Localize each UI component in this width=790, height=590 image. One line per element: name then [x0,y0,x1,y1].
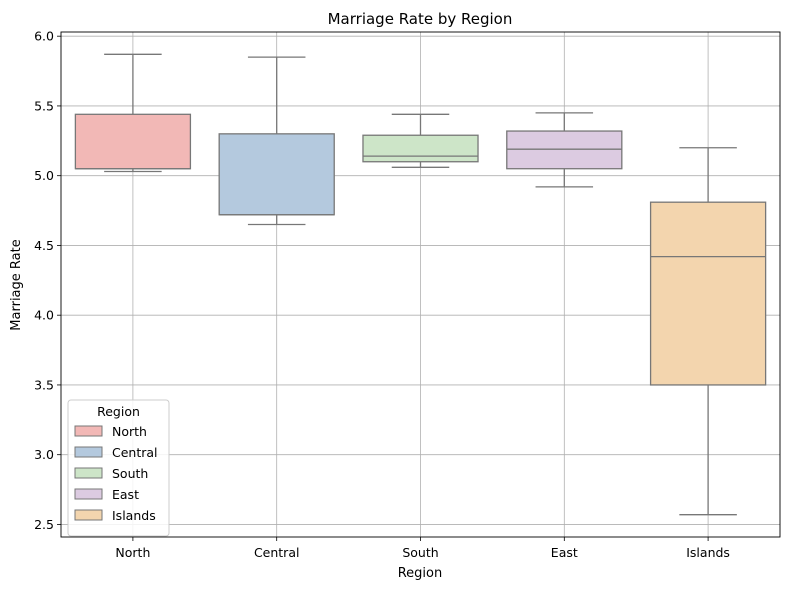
y-tick-label: 5.0 [34,168,54,183]
legend-label: Central [112,445,158,460]
y-tick-label: 3.5 [34,377,54,392]
legend-swatch [74,488,103,500]
y-tick-label: 5.5 [34,98,54,113]
box-body [649,201,767,386]
legend: Region North Central South East Islands [67,399,170,537]
y-tick-label: 3.0 [34,447,54,462]
legend-swatch [74,446,103,458]
boxes-layer [74,53,767,516]
legend-label: East [112,487,139,502]
x-tick-label: North [115,545,150,560]
x-tick-label: Islands [686,545,730,560]
legend-swatch [74,467,103,479]
legend-label: South [112,466,148,481]
box-body [362,134,479,163]
legend-label: Islands [112,508,156,523]
box-body [74,113,192,170]
box-east [506,112,623,188]
legend-title: Region [97,404,140,419]
y-tick-label: 2.5 [34,517,54,532]
y-tick-label: 4.0 [34,308,54,323]
legend-label: North [112,424,147,439]
y-axis-label: Marriage Rate [9,239,24,330]
x-tick-label: Central [254,545,300,560]
legend-swatch [74,425,103,437]
box-central [218,56,335,226]
x-axis-label: Region [398,566,443,581]
plot-frame [60,31,781,538]
y-tick-label: 6.0 [34,29,54,44]
box-body [218,133,335,216]
y-tick-label: 4.5 [34,238,54,253]
chart-title: Marriage Rate by Region [328,10,513,28]
x-tick-label: South [402,545,438,560]
legend-swatch [74,509,103,521]
box-islands [649,147,767,516]
box-north [74,53,192,173]
box-south [362,113,479,168]
axes-layer: 2.5 3.0 3.5 4.0 4.5 5.0 5.5 6.0 North Central Sout… [34,29,781,560]
box-body [506,130,623,170]
x-tick-label: East [551,545,578,560]
